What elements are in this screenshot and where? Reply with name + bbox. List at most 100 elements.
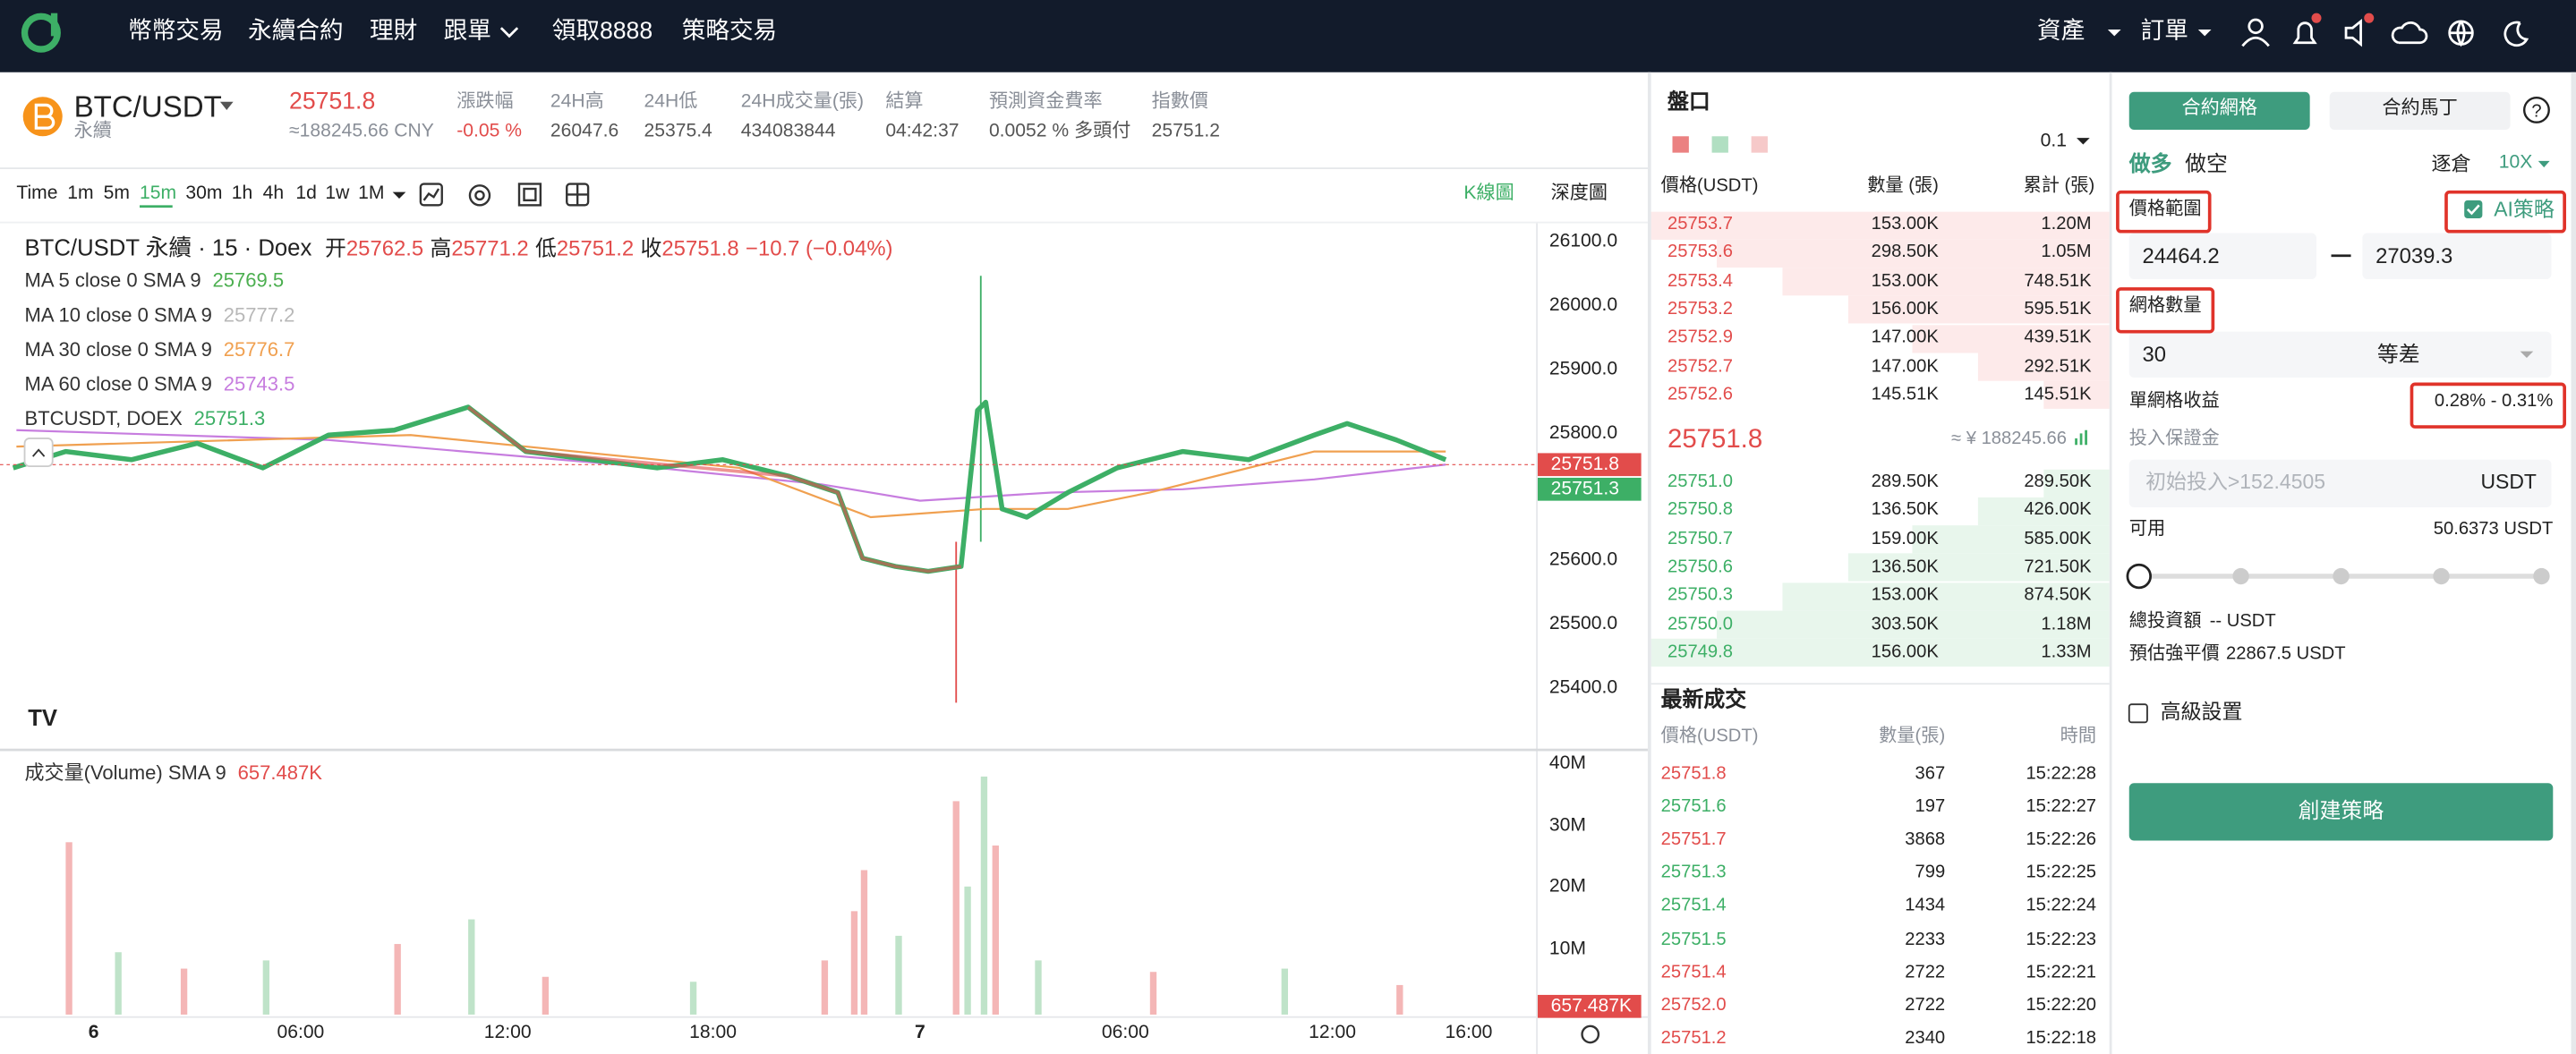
trade-price: 25751.8 xyxy=(1660,763,1727,784)
tab-label[interactable]: 合約網格 xyxy=(2181,98,2257,119)
trade-price: 25751.7 xyxy=(1660,829,1727,850)
interval[interactable]: 5m xyxy=(103,183,130,204)
mid-cny: ≈ ¥ 188245.66 xyxy=(1951,429,2068,449)
nav-item[interactable]: 幣幣交易 xyxy=(128,18,224,46)
stat-label: 24H高 xyxy=(550,91,604,112)
volume-value: 657.487K xyxy=(237,761,322,785)
interval[interactable]: 15m xyxy=(140,183,177,204)
interval[interactable]: 1w xyxy=(325,183,350,204)
badge xyxy=(2364,13,2375,23)
slider-thumb[interactable] xyxy=(2126,563,2152,590)
volume-tick: 30M xyxy=(1548,815,1586,836)
ma-legend: MA 10 close 0 SMA 9 25777.2 xyxy=(25,303,295,327)
leverage[interactable]: 10X xyxy=(2498,152,2533,173)
nav-item[interactable]: 資產 xyxy=(2036,18,2086,46)
trade-qty: 799 xyxy=(1915,863,1946,883)
book-price: 25750.8 xyxy=(1667,500,1733,521)
price-tag: 657.487K xyxy=(1537,994,1642,1018)
caret xyxy=(392,191,406,200)
nav-item[interactable]: 領取8888 xyxy=(551,18,653,46)
book-qty: 153.00K xyxy=(1871,214,1939,234)
nav-item[interactable]: 訂單 xyxy=(2140,18,2188,46)
ohlc-label: 高 xyxy=(430,234,452,260)
collapse-button[interactable] xyxy=(23,437,54,468)
tab[interactable] xyxy=(2329,91,2511,130)
nav-item[interactable]: 永續合約 xyxy=(248,18,344,46)
ohlc-value: 25751.2 xyxy=(556,234,635,260)
divider xyxy=(0,221,1648,224)
tab-active[interactable] xyxy=(2128,91,2310,130)
book-price: 25753.2 xyxy=(1667,299,1733,319)
book-total: 439.51K xyxy=(2024,327,2092,348)
input-placeholder[interactable]: 初始投入>152.4505 xyxy=(2145,470,2325,494)
checkbox[interactable] xyxy=(2128,703,2148,724)
nav-icons[interactable] xyxy=(2241,18,2529,47)
interval[interactable]: 4h xyxy=(262,183,285,204)
select-bg[interactable] xyxy=(2128,331,2552,378)
available-value: 50.6373 USDT xyxy=(2433,519,2554,540)
interval[interactable]: 1d xyxy=(295,183,317,204)
ma-legend: MA 30 close 0 SMA 9 25776.7 xyxy=(25,338,295,361)
interval[interactable]: 30m xyxy=(185,183,223,204)
depth-bar xyxy=(2043,381,2110,410)
margin-mode[interactable]: 逐倉 xyxy=(2431,152,2471,175)
interval[interactable]: 1M xyxy=(358,183,385,204)
book-total: 748.51K xyxy=(2024,270,2092,291)
input-bg[interactable] xyxy=(2128,459,2552,507)
submit-bg[interactable] xyxy=(2128,783,2554,841)
view-tab[interactable]: K線圖 xyxy=(1463,183,1514,204)
signal-icon xyxy=(2075,429,2087,446)
advanced-label[interactable]: 高級設置 xyxy=(2160,700,2243,724)
stat-value: 25375.4 xyxy=(644,121,712,141)
price-tag: 25751.8 xyxy=(1537,453,1642,477)
side-long[interactable]: 做多 xyxy=(2128,151,2172,176)
view-tab[interactable]: 深度圖 xyxy=(1550,183,1608,204)
submit-button[interactable]: 創建策略 xyxy=(2298,798,2384,823)
ai-label[interactable]: AI策略 xyxy=(2494,198,2555,221)
trade-price: 25752.0 xyxy=(1660,995,1727,1016)
nav-item[interactable]: 策略交易 xyxy=(681,18,778,46)
panel-title: 最新成交 xyxy=(1660,686,1747,711)
precision[interactable]: 0.1 xyxy=(2040,131,2068,151)
column-header: 時間 xyxy=(2060,726,2097,746)
tab-label[interactable]: 合約馬丁 xyxy=(2382,98,2458,119)
book-total: 289.50K xyxy=(2024,472,2092,492)
caret xyxy=(32,448,46,457)
book-mode-icons[interactable] xyxy=(1672,136,1768,153)
slider-dot xyxy=(2433,567,2450,585)
book-qty: 298.50K xyxy=(1871,242,1939,263)
checkbox-checked[interactable] xyxy=(2464,200,2483,219)
depth-bar xyxy=(2043,468,2110,497)
interval[interactable]: 1h xyxy=(231,183,253,204)
highlight xyxy=(2116,190,2212,234)
stat-label: 漲跌幅 xyxy=(456,91,514,112)
input-value[interactable]: 27039.3 xyxy=(2376,242,2453,268)
help-glyph: ? xyxy=(2531,101,2541,121)
volume-legend: 成交量(Volume) SMA 9 657.487K xyxy=(25,761,322,785)
depth-bar xyxy=(1781,268,2110,296)
nav-item[interactable]: 跟單 xyxy=(443,18,491,46)
trade-qty: 367 xyxy=(1915,763,1946,784)
trade-price: 25751.2 xyxy=(1660,1028,1727,1049)
interval[interactable]: Time xyxy=(16,183,58,204)
trade-time: 15:22:25 xyxy=(2026,863,2097,883)
caret xyxy=(2107,30,2121,37)
nav-item[interactable]: 理財 xyxy=(369,18,418,46)
settings-icon[interactable] xyxy=(1581,1024,1600,1044)
depth-bar xyxy=(1978,497,2110,525)
select-value[interactable]: 30 xyxy=(2142,342,2166,367)
input-bg[interactable] xyxy=(2128,233,2316,279)
toolbar-icons[interactable] xyxy=(419,183,590,207)
depth-bar xyxy=(1847,295,2110,325)
depth-bar xyxy=(1978,353,2110,381)
input-value[interactable]: 24464.2 xyxy=(2142,242,2220,268)
input-bg[interactable] xyxy=(2362,233,2552,279)
help-icon[interactable] xyxy=(2522,96,2550,123)
interval[interactable]: 1m xyxy=(67,183,94,204)
side-short[interactable]: 做空 xyxy=(2185,151,2228,176)
book-qty: 159.00K xyxy=(1871,528,1939,548)
select-mode[interactable]: 等差 xyxy=(2376,342,2420,367)
book-price: 25749.8 xyxy=(1667,642,1733,662)
divider xyxy=(0,167,1648,169)
